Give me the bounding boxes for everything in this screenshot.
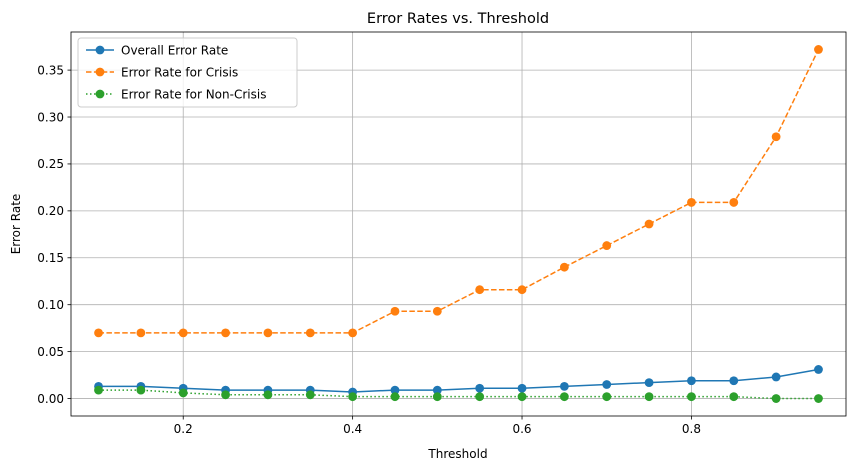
series-2-point (517, 285, 527, 295)
y-tick-label: 0.20 (37, 204, 64, 218)
legend-marker-3 (95, 89, 105, 99)
series-1-point (602, 380, 612, 389)
x-axis-label: Threshold (427, 447, 487, 461)
series-2-point (475, 285, 485, 295)
series-2-point (136, 328, 146, 338)
series-2-point (221, 328, 230, 338)
series-2-point (687, 198, 696, 207)
series-2-point (559, 262, 569, 272)
series-3-point (517, 392, 527, 402)
series-2-point (771, 132, 781, 142)
x-tick-label: 0.6 (512, 422, 531, 436)
series-2-point (432, 306, 442, 316)
series-3-point (771, 394, 781, 403)
series-3-point (348, 392, 358, 402)
y-tick-label: 0.30 (37, 110, 64, 124)
series-3-point (475, 392, 485, 402)
legend-marker-1 (95, 45, 105, 55)
series-2-point (644, 219, 654, 229)
series-2-point (602, 241, 612, 250)
series-1-point (390, 385, 400, 395)
series-1-point (517, 383, 527, 393)
chart-title: Error Rates vs. Threshold (367, 11, 549, 27)
legend-frame (77, 37, 298, 108)
y-tick-label: 0.35 (37, 63, 64, 77)
series-2-point (263, 328, 273, 338)
series-3-point (390, 392, 400, 402)
y-tick-label: 0.10 (37, 298, 64, 312)
series-1-point (687, 376, 696, 386)
legend-label-1: Overall Error Rate (121, 43, 228, 57)
series-3-point (263, 390, 273, 400)
y-tick-label: 0.00 (37, 392, 64, 406)
legend-label-3: Error Rate for Non-Crisis (121, 87, 266, 101)
y-axis-ticks: 0.00 0.05 0.10 0.15 0.20 0.25 0.30 0.35 (37, 63, 71, 406)
series-3-point (136, 385, 146, 395)
y-axis-label: Error Rate (9, 194, 23, 255)
series-3-point (178, 388, 188, 398)
series-2-point (729, 198, 739, 207)
legend: Overall Error Rate Error Rate for Crisis E… (77, 37, 298, 108)
series-3-point (814, 394, 823, 403)
series-1-point (644, 378, 654, 387)
series-2-point (305, 328, 315, 338)
x-tick-label: 0.8 (682, 422, 701, 436)
series-line-2 (98, 49, 820, 334)
series-3-point (687, 392, 696, 402)
axes-frame (70, 31, 847, 417)
y-tick-label: 0.05 (37, 345, 64, 359)
series-line-3 (98, 389, 819, 400)
series-2-point (814, 45, 823, 54)
series-1-point (729, 376, 739, 386)
series-1-point (432, 385, 442, 395)
series-3-point (432, 392, 442, 402)
series-1-point (771, 372, 781, 382)
series-3-point (602, 392, 612, 402)
series-3-point (729, 392, 739, 402)
series-3-point (94, 385, 103, 395)
series-3-point (221, 390, 230, 400)
plot-area (94, 45, 823, 403)
series-1-point (559, 381, 569, 391)
x-axis-ticks: 0.2 0.4 0.6 0.8 (174, 416, 701, 436)
x-tick-label: 0.4 (343, 422, 362, 436)
series-3-point (644, 392, 654, 402)
series-2-point (178, 328, 188, 338)
y-tick-label: 0.25 (37, 157, 64, 171)
series-3-point (559, 392, 569, 402)
y-tick-label: 0.15 (37, 251, 64, 265)
series-line-1 (98, 368, 819, 393)
series-2-point (348, 328, 358, 338)
legend-marker-2 (95, 67, 105, 77)
series-2-point (94, 328, 103, 338)
series-1-point (814, 365, 823, 374)
series-3-point (305, 390, 315, 400)
legend-label-2: Error Rate for Crisis (121, 65, 238, 79)
series-1-point (475, 383, 485, 393)
x-tick-label: 0.2 (174, 422, 193, 436)
series-2-point (390, 306, 400, 316)
